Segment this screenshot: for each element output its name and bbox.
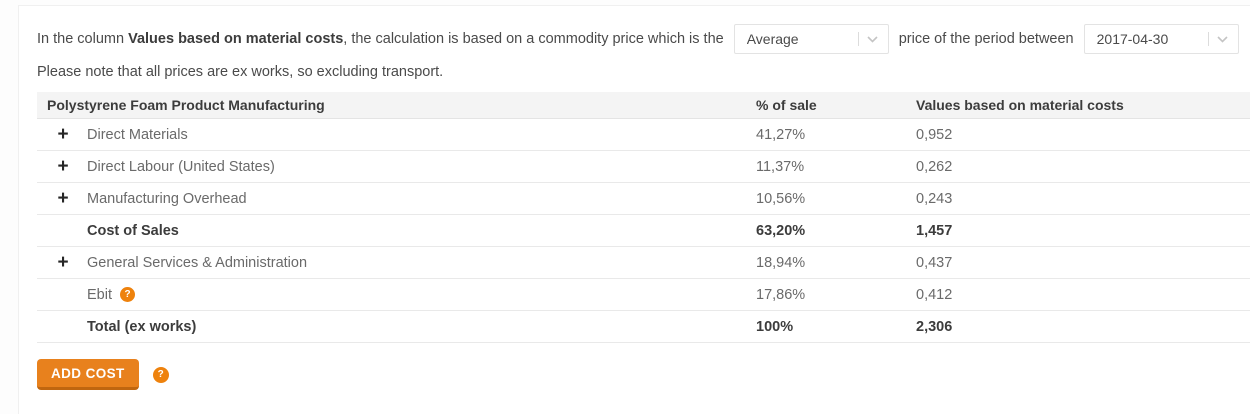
expand-plus-icon[interactable]: +	[57, 188, 69, 209]
price-basis-value: Average	[746, 31, 799, 47]
row-value: 2,306	[916, 318, 953, 335]
table-header-row: Polystyrene Foam Product Manufacturing %…	[37, 92, 1250, 119]
expand-plus-icon[interactable]: +	[57, 156, 69, 177]
intro-text-bold: Values based on material costs	[128, 31, 344, 47]
table-body: + Direct Materials ? 41,27% 0,952 + Dire…	[37, 119, 1250, 343]
row-pct: 18,94%	[756, 254, 806, 271]
intro-text-pre: In the column	[37, 31, 125, 47]
table-row: + Direct Materials ? 41,27% 0,952	[37, 119, 1250, 151]
row-pct: 41,27%	[756, 126, 806, 143]
row-value: 1,457	[916, 222, 953, 239]
row-pct: 100%	[756, 318, 794, 335]
table-row: + Ebit ? 17,86% 0,412	[37, 279, 1250, 311]
cost-table: Polystyrene Foam Product Manufacturing %…	[37, 92, 1250, 343]
table-row: + Total (ex works) ? 100% 2,306	[37, 311, 1250, 343]
expand-plus-icon[interactable]: +	[57, 252, 69, 273]
row-label: Total (ex works)	[87, 318, 197, 335]
row-pct: 10,56%	[756, 190, 806, 207]
intro-text-segment: In the column Values based on material c…	[37, 31, 724, 47]
intro-text-between: price of the period between	[898, 31, 1074, 47]
table-row: + Manufacturing Overhead ? 10,56% 0,243	[37, 183, 1250, 215]
row-label: Direct Labour (United States)	[87, 158, 275, 175]
row-value: 0,412	[916, 286, 953, 303]
row-value: 0,437	[916, 254, 953, 271]
row-label: Cost of Sales	[87, 222, 179, 239]
table-title: Polystyrene Foam Product Manufacturing	[47, 97, 325, 113]
row-label: Direct Materials	[87, 126, 188, 143]
actions-bar: ADD COST ?	[37, 359, 1250, 390]
table-row: + Direct Labour (United States) ? 11,37%…	[37, 151, 1250, 183]
period-select[interactable]: 2017-04-30	[1083, 24, 1239, 54]
add-cost-button[interactable]: ADD COST	[37, 359, 139, 390]
row-pct: 63,20%	[756, 222, 806, 239]
help-icon[interactable]: ?	[120, 287, 135, 302]
column-header-values: Values based on material costs	[916, 97, 1124, 113]
intro-sentence: In the column Values based on material c…	[37, 24, 1250, 54]
row-value: 0,262	[916, 158, 953, 175]
row-label: Manufacturing Overhead	[87, 190, 247, 207]
row-pct: 11,37%	[756, 158, 805, 175]
intro-text-post: , the calculation is based on a commodit…	[343, 31, 724, 47]
table-row: + General Services & Administration ? 18…	[37, 247, 1250, 279]
expand-plus-icon[interactable]: +	[57, 124, 69, 145]
table-row: + Cost of Sales ? 63,20% 1,457	[37, 215, 1250, 247]
column-header-pct: % of sale	[756, 97, 817, 113]
ex-works-note: Please note that all prices are ex works…	[37, 64, 444, 80]
content-card: In the column Values based on material c…	[18, 5, 1250, 414]
price-basis-select[interactable]: Average	[733, 24, 889, 54]
chevron-down-icon	[867, 35, 878, 43]
row-value: 0,243	[916, 190, 953, 207]
row-label: General Services & Administration	[87, 254, 308, 271]
help-icon[interactable]: ?	[152, 366, 169, 383]
row-value: 0,952	[916, 126, 953, 143]
select-divider	[857, 32, 859, 46]
period-value: 2017-04-30	[1096, 31, 1169, 47]
chevron-down-icon	[1217, 35, 1228, 43]
select-divider	[1207, 32, 1209, 46]
row-pct: 17,86%	[756, 286, 806, 303]
row-label: Ebit	[87, 286, 112, 303]
